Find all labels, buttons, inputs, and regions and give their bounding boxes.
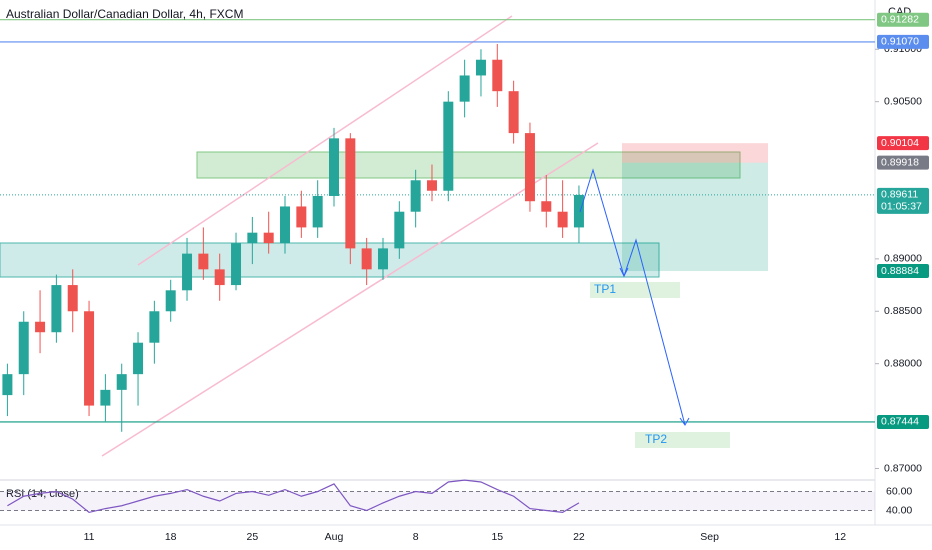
x-tick-label: 8 — [413, 531, 419, 543]
price-countdown: 01:05:37 — [881, 201, 922, 213]
candle-body — [100, 389, 111, 406]
x-tick-label: Sep — [700, 531, 719, 543]
arrow-head — [619, 267, 629, 278]
candle-body — [475, 59, 486, 76]
candle-body — [67, 285, 78, 312]
price-label-box — [877, 414, 929, 429]
chart-title: Australian Dollar/Canadian Dollar, 4h, F… — [6, 7, 243, 21]
candle-body — [149, 311, 160, 343]
y-tick-label: 0.90500 — [884, 95, 922, 107]
tp1-box — [590, 282, 680, 298]
y-tick-label: 0.88500 — [884, 305, 922, 317]
y-tick-label: 0.88000 — [884, 357, 922, 369]
rsi-line — [7, 479, 580, 514]
candle-body — [133, 342, 144, 375]
price-label: 0.91070 — [881, 36, 919, 48]
candle-body — [377, 248, 388, 270]
y-tick-label: 0.89000 — [884, 253, 922, 265]
x-tick-label: 22 — [573, 531, 585, 543]
candle-body — [231, 243, 242, 286]
tp2-label: TP2 — [645, 432, 667, 446]
candle-body — [541, 201, 552, 212]
price-label-box — [877, 12, 929, 27]
price-label: 0.88884 — [881, 265, 919, 277]
price-label-box — [877, 187, 929, 214]
candle-body — [263, 232, 274, 244]
candle-body — [51, 285, 62, 333]
rsi-band — [0, 491, 875, 511]
rsi-title: RSI (14, close) — [6, 488, 79, 500]
x-tick-label: Aug — [325, 531, 344, 543]
candle-body — [443, 101, 454, 191]
candle-body — [426, 180, 437, 191]
price-label: 0.90104 — [881, 137, 919, 149]
tp1-label: TP1 — [594, 282, 616, 296]
price-label-box — [877, 264, 929, 279]
x-tick-label: 11 — [84, 531, 95, 543]
price-label: 0.87444 — [881, 416, 919, 428]
price-label: 0.91282 — [881, 13, 919, 25]
x-tick-label: 15 — [491, 531, 503, 543]
channel-lower — [101, 142, 599, 457]
candle-body — [573, 194, 584, 228]
arrow-head — [679, 417, 690, 426]
candle-body — [35, 321, 46, 333]
candle-body — [345, 138, 356, 249]
candle-body — [247, 232, 258, 244]
candle-body — [280, 206, 291, 244]
price-label-box — [877, 136, 929, 151]
candle-body — [394, 211, 405, 249]
target-zone — [622, 162, 768, 272]
candle-body — [116, 374, 127, 390]
candle-body — [198, 253, 209, 270]
price-label: 0.89918 — [881, 156, 919, 168]
tp2-box — [635, 432, 730, 448]
x-tick-label: 12 — [834, 531, 846, 543]
candle-body — [410, 180, 421, 212]
rsi-tick-label: 40.00 — [886, 504, 912, 516]
channel-upper — [137, 15, 513, 266]
candle-body — [361, 248, 372, 270]
stop-zone — [622, 143, 768, 163]
candle-body — [312, 195, 323, 228]
price-label-box — [877, 34, 929, 49]
candle-body — [296, 206, 307, 228]
support-zone — [0, 242, 660, 278]
candle-body — [524, 133, 535, 202]
candle-body — [182, 253, 193, 291]
x-tick-label: 25 — [247, 531, 259, 543]
candle-body — [165, 290, 176, 312]
y-tick-label: 0.87000 — [884, 462, 922, 474]
x-tick-label: 18 — [165, 531, 177, 543]
rsi-tick-label: 60.00 — [886, 485, 912, 497]
candle-body — [2, 374, 13, 396]
price-label-box — [877, 155, 929, 170]
candle-body — [492, 59, 503, 92]
candle-body — [508, 91, 519, 134]
price-label: 0.89611 — [881, 189, 918, 201]
candle-body — [557, 211, 568, 228]
candle-body — [459, 75, 470, 102]
candle-body — [214, 269, 225, 286]
candle-body — [329, 138, 339, 196]
candle-body — [84, 311, 95, 406]
candle-body — [18, 321, 29, 375]
